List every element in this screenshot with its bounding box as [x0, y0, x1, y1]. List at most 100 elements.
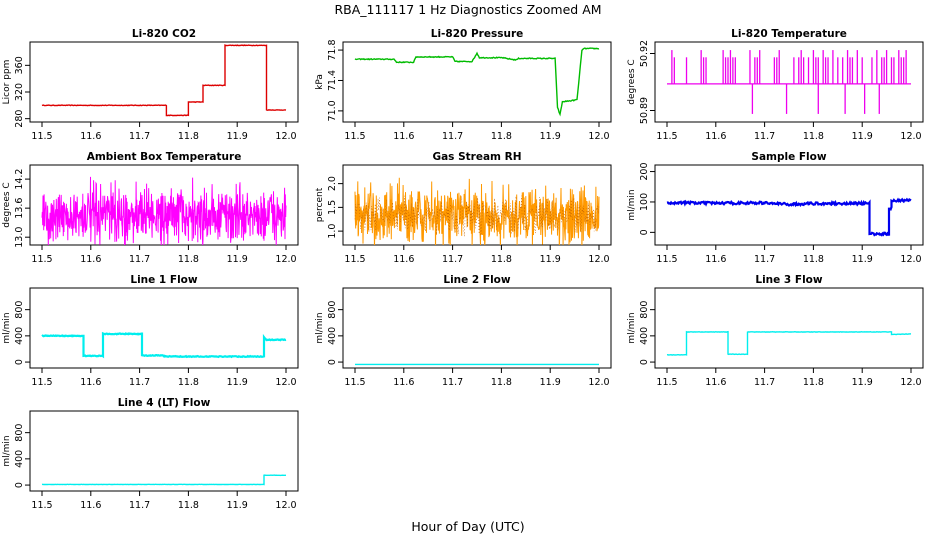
x-tick-label: 11.9 [852, 131, 873, 142]
x-tick-label: 12.0 [588, 131, 609, 142]
panel-sample-flow: Sample Flow ml/min 11.5 11.6 11.7 11.8 11.9 12.… [627, 151, 924, 265]
y-axis-label: Licor ppm [2, 60, 12, 105]
y-tick-label: 71.8 [327, 40, 338, 61]
x-tick-label: 11.9 [227, 254, 248, 265]
x-tick-label: 11.7 [129, 131, 150, 142]
series-line [41, 474, 287, 486]
x-tick-label: 12.0 [588, 377, 609, 388]
panel-li-820-co2: Li-820 CO2 Licor ppm 11.5 11.6 11.7 11.8 11.9 1… [2, 28, 299, 142]
x-tick-label: 11.8 [178, 131, 199, 142]
x-tick-label: 11.6 [393, 254, 414, 265]
x-tick-label: 11.9 [852, 377, 873, 388]
x-tick-label: 11.9 [227, 500, 248, 511]
series-line [41, 331, 287, 359]
plot-frame [29, 287, 299, 369]
x-tick-label: 11.7 [129, 500, 150, 511]
x-tick-label: 11.8 [491, 131, 512, 142]
panel-title: Sample Flow [751, 151, 826, 163]
y-tick-label: 800 [14, 301, 25, 319]
y-tick-label: 13.6 [14, 198, 25, 219]
y-tick-label: 200 [639, 162, 650, 180]
x-tick-label: 11.9 [227, 131, 248, 142]
x-tick-label: 11.7 [442, 254, 463, 265]
y-tick-label: 800 [14, 424, 25, 442]
plot-frame [29, 410, 299, 492]
x-tick-label: 11.6 [80, 254, 101, 265]
panel-title: Li-820 CO2 [132, 28, 196, 40]
figure-title: RBA_111117 1 Hz Diagnostics Zoomed AM [334, 2, 601, 17]
y-tick-label: 400 [327, 327, 338, 345]
plot-frame [29, 41, 299, 123]
x-tick-label: 11.8 [803, 131, 824, 142]
plot-frame [342, 287, 612, 369]
y-tick-label: 71.4 [327, 70, 338, 91]
plot-frame [654, 41, 924, 123]
y-tick-label: 100 [639, 193, 650, 211]
y-axis-label: percent [315, 187, 325, 222]
y-tick-label: 1.5 [327, 200, 338, 215]
y-axis-label: ml/min [315, 312, 325, 343]
panel-title: Li-820 Pressure [431, 28, 524, 40]
series-markers [354, 195, 600, 237]
x-tick-label: 11.9 [227, 377, 248, 388]
x-tick-label: 11.6 [80, 131, 101, 142]
y-tick-label: 2.0 [327, 176, 338, 191]
x-tick-label: 11.7 [754, 377, 775, 388]
x-tick-label: 11.6 [80, 377, 101, 388]
y-axis-label: ml/min [627, 312, 637, 343]
x-tick-label: 11.8 [491, 377, 512, 388]
series-line [41, 44, 287, 117]
x-tick-label: 11.5 [344, 254, 365, 265]
y-tick-label: 0 [14, 482, 25, 488]
panel-line-4-lt-flow: Line 4 (LT) Flow ml/min 11.5 11.6 11.7 11.8 11… [2, 397, 299, 511]
y-axis-label: degrees C [627, 59, 637, 104]
series-line [666, 330, 912, 356]
panel-li-820-temperature: Li-820 Temperature degrees C 11.5 11.6 11.7 1… [627, 28, 924, 142]
x-tick-label: 11.7 [442, 377, 463, 388]
panel-line-2-flow: Line 2 Flow ml/min 11.5 11.6 11.7 11.8 11.9 12.… [315, 274, 612, 388]
panel-line-1-flow: Line 1 Flow ml/min 11.5 11.6 11.7 11.8 11.9 12.… [2, 274, 299, 388]
x-tick-label: 12.0 [588, 254, 609, 265]
y-tick-label: 14.2 [14, 169, 25, 190]
x-tick-label: 11.8 [803, 254, 824, 265]
plot-frame [342, 164, 612, 246]
x-tick-label: 12.0 [275, 254, 296, 265]
panel-title: Line 3 Flow [755, 274, 822, 286]
x-tick-label: 11.6 [705, 254, 726, 265]
x-tick-label: 11.5 [31, 500, 52, 511]
x-tick-label: 11.9 [540, 377, 561, 388]
y-tick-label: 50.89 [639, 97, 650, 124]
series-line [354, 47, 600, 117]
y-tick-label: 0 [327, 359, 338, 365]
x-tick-label: 11.7 [129, 377, 150, 388]
y-tick-label: 1.0 [327, 224, 338, 239]
series-line [666, 197, 912, 237]
x-tick-label: 12.0 [900, 131, 921, 142]
x-tick-label: 11.6 [393, 131, 414, 142]
x-tick-label: 11.6 [80, 500, 101, 511]
figure-xlabel: Hour of Day (UTC) [411, 519, 524, 534]
x-tick-label: 11.9 [540, 254, 561, 265]
y-axis-label: ml/min [2, 312, 12, 343]
x-tick-label: 11.7 [129, 254, 150, 265]
panel-title: Line 2 Flow [443, 274, 510, 286]
panel-li-820-pressure: Li-820 Pressure kPa 11.5 11.6 11.7 11.8 11.9 12… [315, 28, 612, 142]
x-tick-label: 11.5 [656, 377, 677, 388]
x-tick-label: 12.0 [900, 377, 921, 388]
y-tick-label: 400 [639, 327, 650, 345]
panel-ambient-box-temperature: Ambient Box Temperature degrees C 11.5 11.6… [2, 151, 299, 265]
y-tick-label: 50.92 [639, 40, 650, 67]
plot-frame [654, 287, 924, 369]
x-tick-label: 11.5 [656, 254, 677, 265]
series-line [354, 177, 600, 245]
x-tick-label: 11.5 [31, 254, 52, 265]
y-tick-label: 0 [639, 359, 650, 365]
y-axis-label: kPa [315, 74, 325, 90]
x-tick-label: 11.8 [178, 500, 199, 511]
plot-frame [654, 164, 924, 246]
x-tick-label: 11.9 [540, 131, 561, 142]
x-tick-label: 11.5 [31, 377, 52, 388]
panel-title: Line 1 Flow [130, 274, 197, 286]
y-axis-label: ml/min [2, 435, 12, 466]
